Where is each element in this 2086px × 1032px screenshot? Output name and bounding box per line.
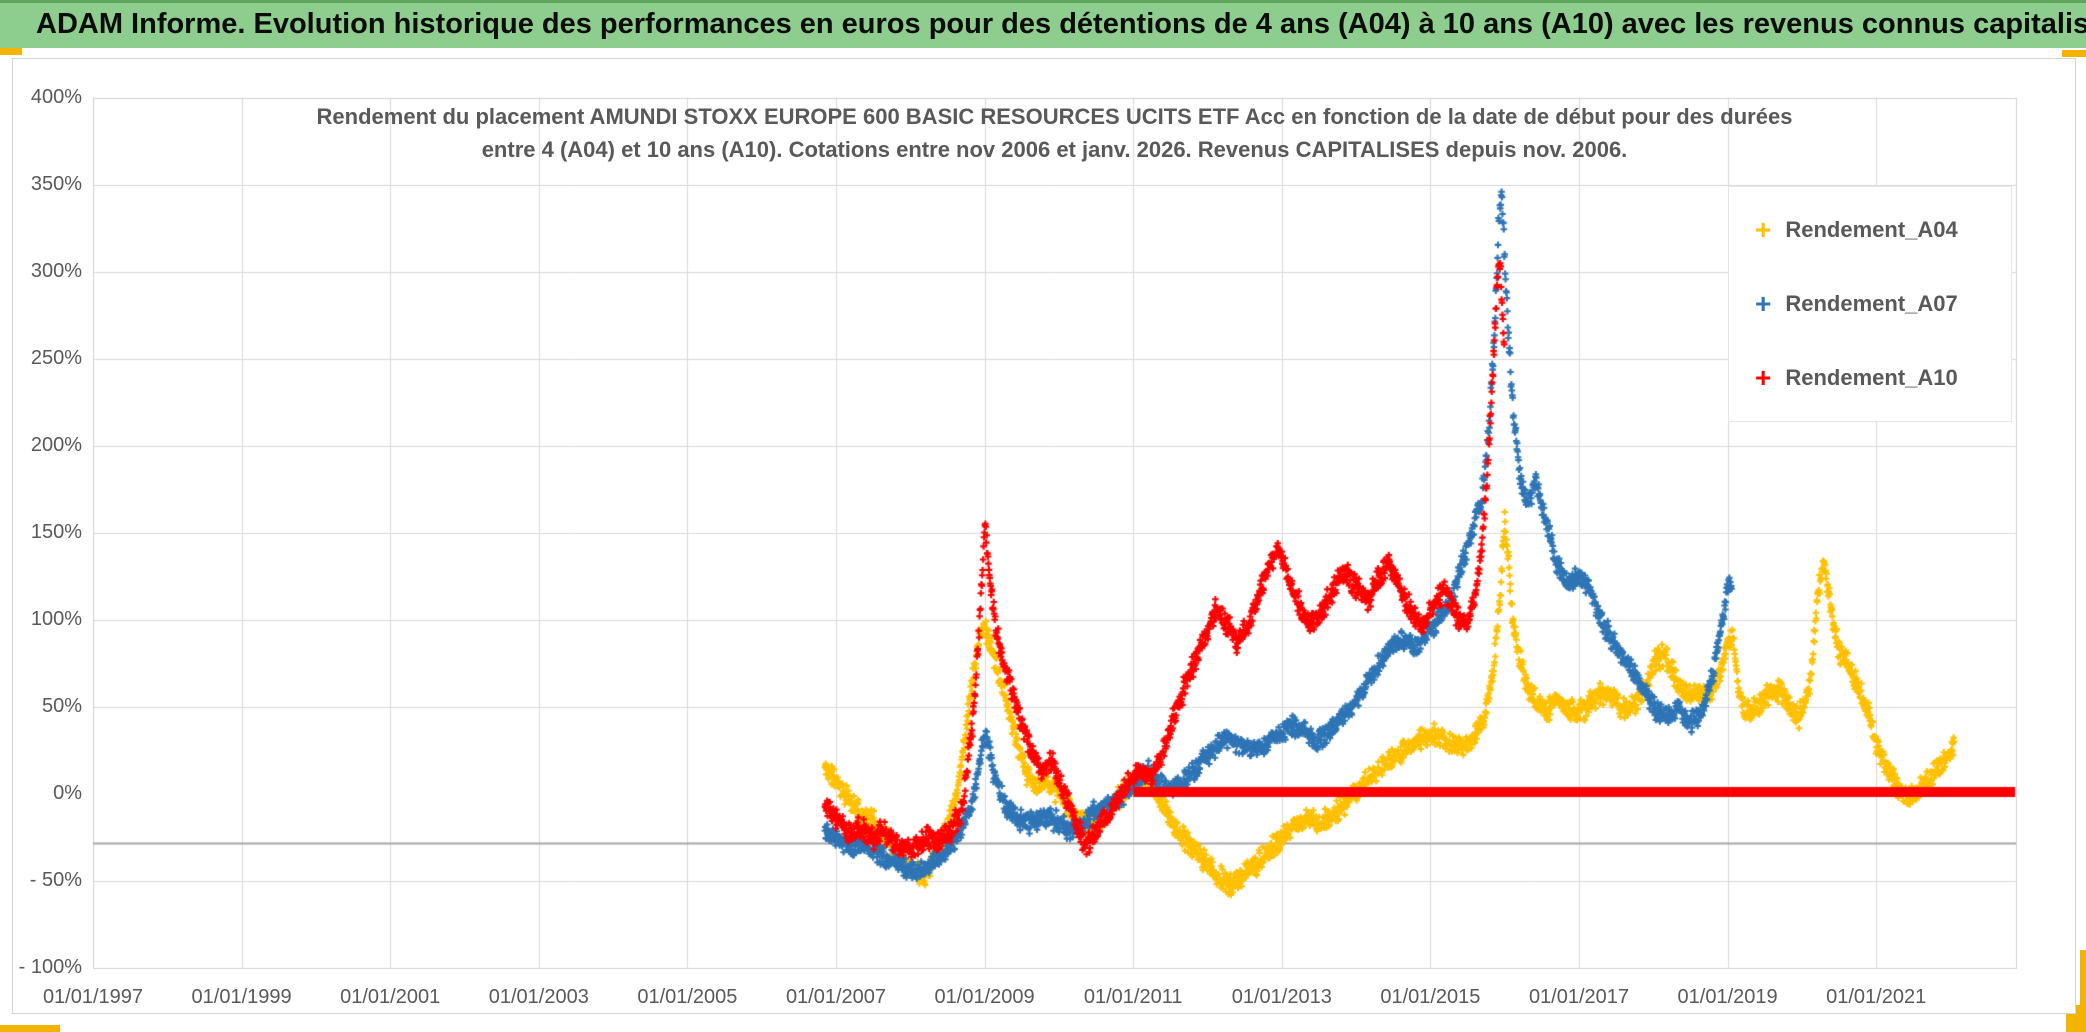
y-tick-label: 300%	[30, 260, 82, 282]
chart-title: Rendement du placement AMUNDI STOXX EURO…	[93, 100, 2016, 166]
x-tick-label: 01/01/2003	[488, 986, 589, 1008]
plus-marker-icon: +	[1755, 214, 1772, 245]
legend-item-rendement_a10[interactable]: + Rendement_A10	[1729, 362, 2011, 393]
legend: + Rendement_A04 + Rendement_A07 + Rendement_A…	[1728, 186, 2012, 422]
x-tick-label: 01/01/2001	[340, 986, 441, 1008]
y-tick-label: - 100%	[18, 956, 82, 978]
plus-marker-icon: +	[1755, 288, 1772, 319]
x-tick-label: 01/01/2013	[1231, 986, 1332, 1008]
x-tick-label: 01/01/2021	[1826, 986, 1927, 1008]
y-tick-label: 50%	[41, 695, 82, 717]
x-tick-label: 01/01/2011	[1083, 986, 1183, 1008]
legend-item-rendement_a04[interactable]: + Rendement_A04	[1729, 214, 2011, 245]
x-tick-label: 01/01/2017	[1528, 986, 1630, 1008]
y-tick-label: 400%	[30, 86, 82, 108]
y-tick-label: 200%	[30, 434, 82, 456]
legend-label: Rendement_A07	[1785, 291, 1958, 316]
chart-title-line1: Rendement du placement AMUNDI STOXX EURO…	[316, 104, 1793, 129]
y-tick-label: 250%	[30, 347, 82, 369]
y-tick-label: 100%	[30, 608, 82, 630]
legend-item-rendement_a07[interactable]: + Rendement_A07	[1729, 288, 2011, 319]
y-tick-label: 350%	[30, 173, 82, 195]
x-tick-label: 01/01/2005	[637, 986, 738, 1008]
x-tick-label: 01/01/1999	[191, 986, 292, 1008]
y-tick-label: 0%	[53, 782, 82, 804]
x-tick-label: 01/01/2015	[1380, 986, 1481, 1008]
legend-label: Rendement_A10	[1785, 365, 1958, 390]
y-tick-label: 150%	[30, 521, 82, 543]
x-tick-label: 01/01/1997	[42, 986, 144, 1008]
x-tick-label: 01/01/2019	[1677, 986, 1778, 1008]
x-tick-label: 01/01/2009	[934, 986, 1035, 1008]
plus-marker-icon: +	[1755, 362, 1772, 393]
chart-title-line2: entre 4 (A04) et 10 ans (A10). Cotations…	[481, 137, 1628, 162]
legend-label: Rendement_A04	[1785, 217, 1958, 242]
y-tick-label: - 50%	[29, 869, 82, 891]
x-tick-label: 01/01/2007	[785, 986, 887, 1008]
